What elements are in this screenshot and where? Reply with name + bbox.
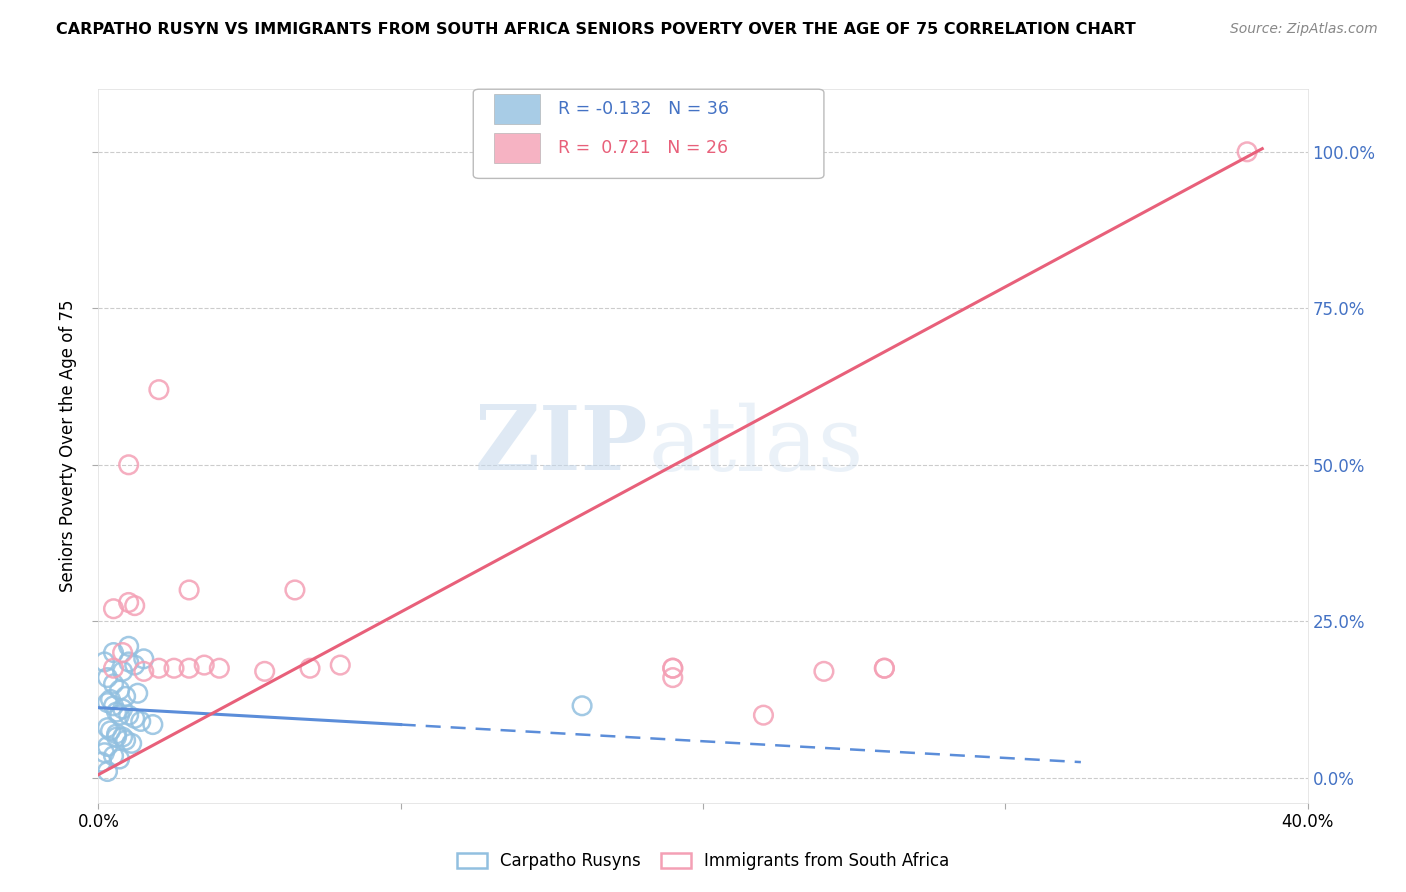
Point (163, 661, 186, 675)
Point (105, 730, 128, 744)
Point (208, 661, 231, 675)
Point (111, 665, 134, 679)
Point (752, 708, 775, 723)
Point (114, 690, 136, 704)
Point (96, 739, 118, 754)
Point (96, 696, 118, 710)
Point (132, 665, 155, 679)
Point (179, 661, 201, 675)
Text: R =  0.721   N = 26: R = 0.721 N = 26 (558, 138, 728, 156)
FancyBboxPatch shape (494, 94, 540, 124)
Point (118, 458, 141, 472)
FancyBboxPatch shape (474, 89, 824, 178)
Point (129, 714, 152, 729)
Point (105, 727, 128, 741)
Point (118, 595, 141, 609)
Point (662, 661, 685, 675)
Point (108, 752, 131, 766)
Point (813, 665, 835, 679)
Point (142, 717, 165, 731)
Point (571, 698, 593, 713)
Text: CARPATHO RUSYN VS IMMIGRANTS FROM SOUTH AFRICA SENIORS POVERTY OVER THE AGE OF 7: CARPATHO RUSYN VS IMMIGRANTS FROM SOUTH … (56, 22, 1136, 37)
Point (96, 764, 118, 779)
Point (124, 599, 146, 613)
Point (873, 661, 896, 675)
Point (103, 601, 125, 615)
Point (121, 736, 143, 750)
FancyBboxPatch shape (494, 133, 540, 162)
Point (96, 671, 118, 685)
Point (253, 665, 276, 679)
Point (111, 646, 134, 660)
Point (105, 705, 128, 719)
Point (100, 723, 122, 738)
Text: ZIP: ZIP (475, 402, 648, 490)
Point (93, 655, 115, 669)
Point (329, 658, 352, 673)
Point (103, 748, 125, 763)
Point (284, 582, 307, 597)
Point (103, 661, 125, 675)
Point (108, 708, 131, 723)
Point (103, 677, 125, 691)
Point (662, 661, 685, 675)
Text: atlas: atlas (648, 402, 863, 490)
Point (148, 661, 170, 675)
Point (132, 652, 155, 666)
Point (148, 383, 170, 397)
Point (179, 582, 201, 597)
Point (96, 721, 118, 735)
Point (118, 708, 141, 723)
Point (124, 658, 146, 673)
Text: R = -0.132   N = 36: R = -0.132 N = 36 (558, 100, 728, 118)
Point (124, 711, 146, 725)
Point (103, 698, 125, 713)
Point (873, 661, 896, 675)
Point (1236, 145, 1258, 159)
Point (93, 746, 115, 760)
Text: Source: ZipAtlas.com: Source: ZipAtlas.com (1230, 22, 1378, 37)
Point (299, 661, 322, 675)
Point (111, 702, 134, 716)
Point (114, 733, 136, 747)
Point (118, 640, 141, 654)
Point (100, 692, 122, 706)
Point (193, 658, 215, 673)
Y-axis label: Seniors Poverty Over the Age of 75: Seniors Poverty Over the Age of 75 (59, 300, 77, 592)
Legend: Carpatho Rusyns, Immigrants from South Africa: Carpatho Rusyns, Immigrants from South A… (450, 846, 956, 877)
Point (111, 730, 134, 744)
Point (662, 671, 685, 685)
Point (127, 686, 149, 700)
Point (90, 755, 112, 769)
Point (118, 655, 141, 669)
Point (108, 683, 131, 698)
Point (103, 646, 125, 660)
